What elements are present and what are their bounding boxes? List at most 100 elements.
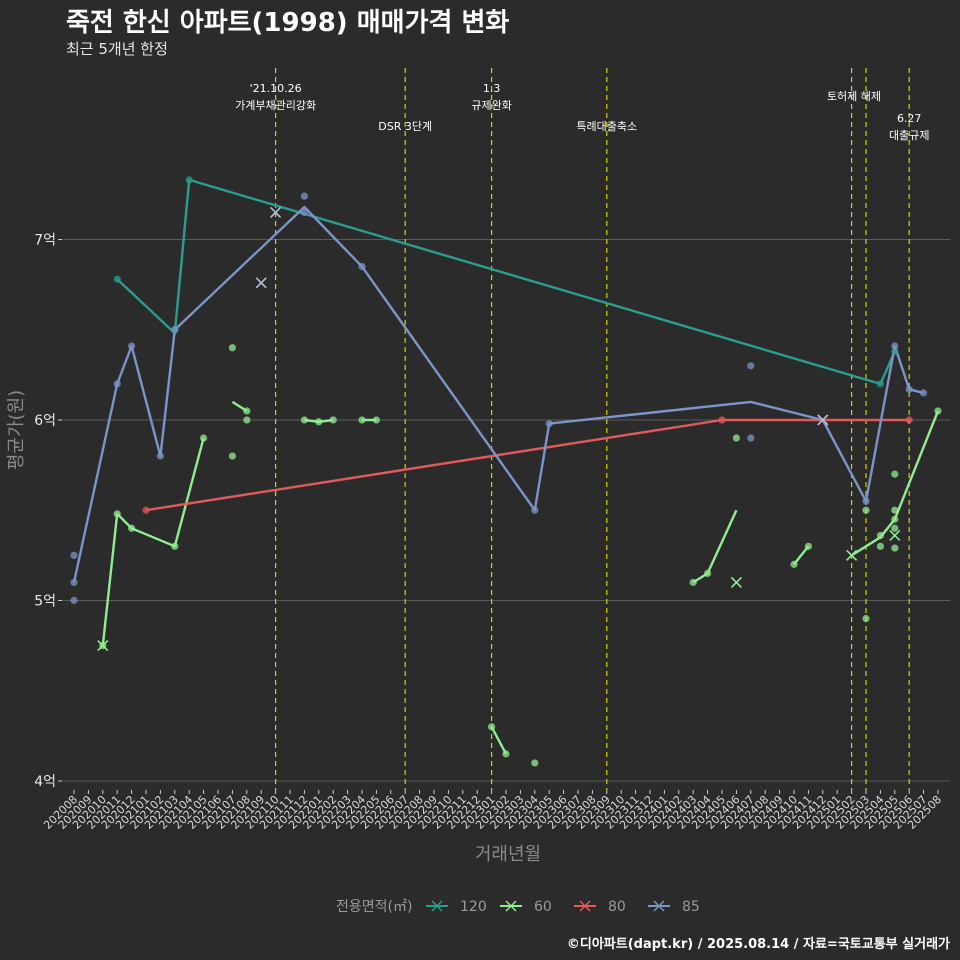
- data-point-60: [790, 560, 798, 568]
- data-point-60: [113, 510, 121, 518]
- source-caption: ©디아파트(dapt.kr) / 2025.08.14 / 자료=국토교통부 실…: [566, 937, 950, 952]
- y-tick-label: 7억: [34, 232, 56, 248]
- data-point-85: [70, 551, 78, 559]
- data-point-60: [862, 506, 870, 514]
- x-axis-title: 거래년월: [475, 844, 541, 865]
- data-point-85: [905, 385, 913, 393]
- legend-title: 전용면적(㎡): [336, 899, 412, 915]
- data-point-60: [488, 723, 496, 731]
- cross-point-85: [817, 414, 829, 426]
- data-point-60: [876, 531, 885, 540]
- data-point-85: [70, 596, 78, 605]
- data-point-85: [300, 208, 308, 216]
- data-point-60: [243, 407, 251, 415]
- y-tick-label: 6억: [34, 413, 56, 429]
- data-point-85: [891, 342, 899, 350]
- data-point-85: [171, 326, 179, 334]
- legend-label-120: 120: [460, 899, 487, 915]
- series-line-60: [490, 726, 508, 755]
- data-point-80: [905, 416, 913, 424]
- series-line-60: [101, 437, 205, 646]
- data-point-60: [358, 416, 366, 424]
- data-point-85: [545, 419, 553, 428]
- data-point-60: [891, 515, 899, 523]
- data-point-60: [243, 416, 251, 424]
- series-line-60: [692, 509, 738, 584]
- data-point-85: [747, 434, 755, 442]
- annotation-label: 규제완화: [471, 99, 511, 112]
- data-point-60: [128, 524, 136, 532]
- cross-point-85: [255, 277, 267, 289]
- annotation-label: 6.27: [897, 112, 922, 125]
- series-line-60: [793, 545, 810, 566]
- data-point-60: [315, 418, 323, 426]
- data-point-60: [329, 416, 337, 424]
- data-point-85: [128, 342, 136, 350]
- annotation-label: 가계부채관리강화: [235, 99, 316, 112]
- data-point-60: [704, 569, 712, 578]
- series-line-60: [850, 410, 940, 557]
- data-point-60: [891, 470, 899, 478]
- legend-label-80: 80: [608, 899, 626, 915]
- data-point-85: [920, 389, 928, 397]
- series-points: [70, 176, 942, 767]
- data-point-120: [185, 176, 193, 184]
- data-point-85: [862, 497, 870, 505]
- annotation-label: 대출규제: [889, 129, 929, 142]
- annotation-label: DSR 3단계: [378, 120, 432, 133]
- data-point-60: [804, 542, 813, 550]
- data-point-60: [891, 506, 899, 514]
- series-line-120: [116, 178, 896, 386]
- x-axis: 2020082020092020102020112020122021012021…: [41, 790, 944, 832]
- data-point-60: [891, 524, 899, 532]
- legend-label-85: 85: [682, 899, 700, 915]
- data-point-85: [300, 192, 308, 200]
- gridlines: [62, 238, 950, 782]
- legend: 전용면적(㎡) 120 60 80 85: [336, 899, 700, 915]
- cross-point-60: [889, 529, 901, 542]
- data-point-85: [70, 578, 78, 587]
- data-point-60: [300, 416, 308, 424]
- data-point-85: [113, 380, 121, 388]
- data-point-85: [358, 262, 366, 271]
- legend-marker-80: [579, 900, 591, 912]
- data-point-120: [113, 275, 121, 283]
- data-point-60: [876, 542, 885, 550]
- legend-marker-120: [431, 900, 443, 912]
- data-point-60: [200, 434, 208, 442]
- series-lines: [72, 178, 940, 755]
- cross-point-60: [730, 576, 742, 588]
- data-point-85: [531, 506, 539, 514]
- annotation-label: 특례대출축소: [576, 120, 637, 133]
- series-line-85: [72, 205, 924, 583]
- data-point-120: [891, 347, 899, 355]
- chart-title: 죽전 한신 아파트(1998) 매매가격 변화: [66, 8, 510, 38]
- cross-point-60: [97, 640, 109, 652]
- data-point-60: [171, 542, 179, 550]
- data-point-85: [747, 362, 755, 370]
- legend-marker-60: [505, 900, 517, 912]
- data-point-60: [502, 750, 510, 758]
- cross-point-85: [270, 206, 282, 218]
- data-point-60: [891, 544, 899, 552]
- data-point-60: [732, 434, 741, 442]
- data-point-60: [531, 759, 539, 767]
- y-axis-title: 평균가(원): [6, 390, 27, 470]
- data-point-60: [372, 416, 380, 424]
- data-point-85: [156, 452, 164, 460]
- annotation-label: 1.3: [483, 82, 501, 95]
- data-point-60: [689, 578, 697, 587]
- data-point-120: [876, 380, 885, 388]
- data-point-60: [862, 614, 870, 623]
- y-axis: 4억 5억 6억 7억: [34, 232, 62, 790]
- y-tick-label: 4억: [34, 774, 56, 790]
- data-point-80: [142, 506, 150, 514]
- chart-subtitle: 최근 5개년 한정: [66, 40, 168, 58]
- data-point-60: [934, 407, 942, 415]
- annotation-label: '21.10.26: [250, 82, 302, 95]
- legend-label-60: 60: [534, 899, 552, 915]
- data-point-60: [228, 344, 236, 352]
- legend-marker-85: [653, 900, 665, 912]
